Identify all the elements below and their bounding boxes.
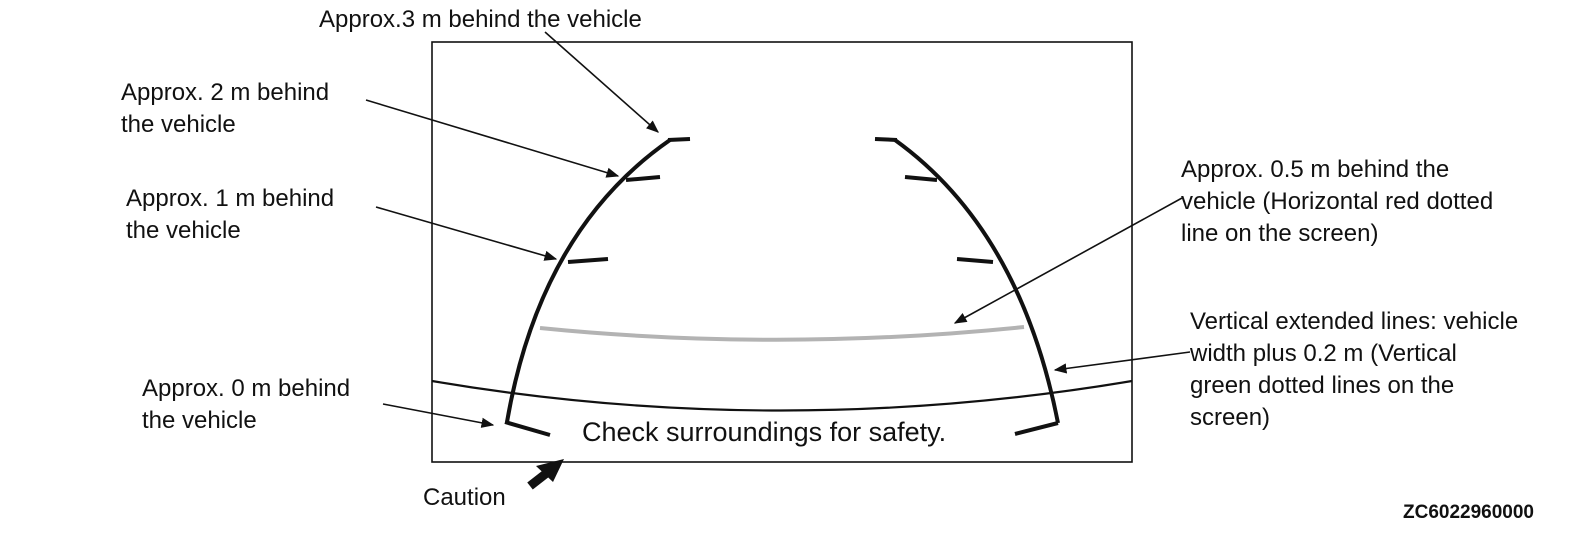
label-approx-1m: Approx. 1 m behind the vehicle [126,185,335,244]
figure-code: ZC6022960000 [1403,502,1534,523]
right-tick-2m [904,175,938,182]
label-vertical-extended-lines: Vertical extended lines: vehicle width p… [1190,308,1519,431]
left-bottom-tick [504,420,551,437]
right-tick-3m [874,137,898,142]
left-tick-1m [567,257,609,264]
label-caution: Caution [423,484,506,511]
right-bottom-tick [1014,421,1059,436]
half-meter-guide-line [539,325,1025,342]
leader-05m [953,197,1183,324]
label-approx-05m: Approx. 0.5 m behind the vehicle (Horizo… [1181,156,1494,247]
leader-1m [375,206,558,261]
screen-frame [431,41,1133,463]
right-tick-1m [956,257,994,264]
left-tick-2m [625,175,661,182]
caution-arrow-icon [527,459,564,490]
leader-0m [382,403,495,428]
right-extended-line [893,138,1060,424]
label-approx-3m: Approx.3 m behind the vehicle [319,6,642,33]
leader-vertical [1053,351,1191,374]
label-approx-0m: Approx. 0 m behind the vehicle [142,375,351,434]
leader-2m [365,99,620,178]
left-extended-line [505,138,672,423]
screen-safety-message: Check surroundings for safety. [582,417,947,447]
left-tick-3m [667,137,691,142]
bumper-curve [431,379,1133,412]
label-approx-2m: Approx. 2 m behind the vehicle [121,79,330,138]
leader-3m [544,31,659,133]
